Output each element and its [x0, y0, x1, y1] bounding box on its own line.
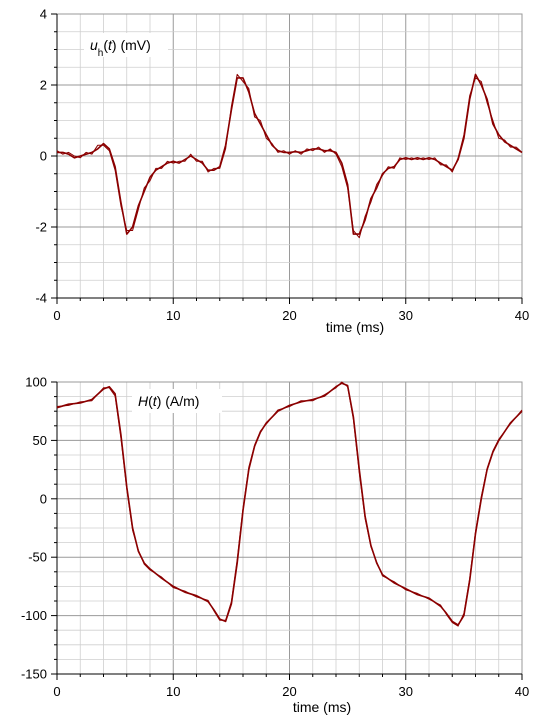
title-background	[84, 33, 168, 57]
series-line-1	[57, 73, 523, 235]
title-subscript: h	[98, 48, 104, 59]
title-rest: (t) (mV)	[103, 37, 150, 53]
chart-2: 0 10 20 30 40 100 50 0 -50 -100 -150 time (ms) H(t) …	[21, 375, 529, 716]
series-line-2	[56, 381, 523, 627]
y-tick-label: -4	[35, 291, 47, 306]
x-tick-label: 40	[515, 684, 529, 699]
x-axis-label: time (ms)	[293, 699, 351, 715]
y-tick-label: 0	[40, 491, 47, 506]
y-tick-label: 2	[40, 78, 47, 93]
y-tick-label: 50	[33, 433, 47, 448]
x-tick-label: 30	[399, 684, 413, 699]
x-tick-label: 40	[515, 308, 529, 323]
y-tick-label: -100	[21, 608, 47, 623]
y-tick-label: -2	[35, 220, 47, 235]
x-tick-label: 0	[53, 684, 60, 699]
chart-title: H(t) (A/m)	[138, 393, 199, 409]
y-tick-label: -150	[21, 667, 47, 682]
series-line-2	[56, 73, 523, 239]
y-tick-label: 100	[25, 375, 47, 390]
x-tick-label: 20	[282, 308, 296, 323]
y-tick-label: -50	[28, 550, 47, 565]
y-tick-label: 4	[40, 7, 47, 22]
x-tick-label: 10	[166, 308, 180, 323]
title-background	[132, 389, 222, 413]
title-variable: u	[90, 37, 98, 53]
title-rest: (t) (A/m)	[148, 393, 199, 409]
x-tick-label: 20	[282, 684, 296, 699]
grid	[56, 381, 523, 675]
x-tick-label: 0	[53, 308, 60, 323]
title-variable: H	[138, 393, 149, 409]
x-tick-label: 10	[166, 684, 180, 699]
chart-title: uh(t) (mV)	[90, 37, 151, 59]
x-tick-label: 30	[399, 308, 413, 323]
y-tick-label: 0	[40, 149, 47, 164]
x-axis-label: time (ms)	[326, 319, 384, 335]
